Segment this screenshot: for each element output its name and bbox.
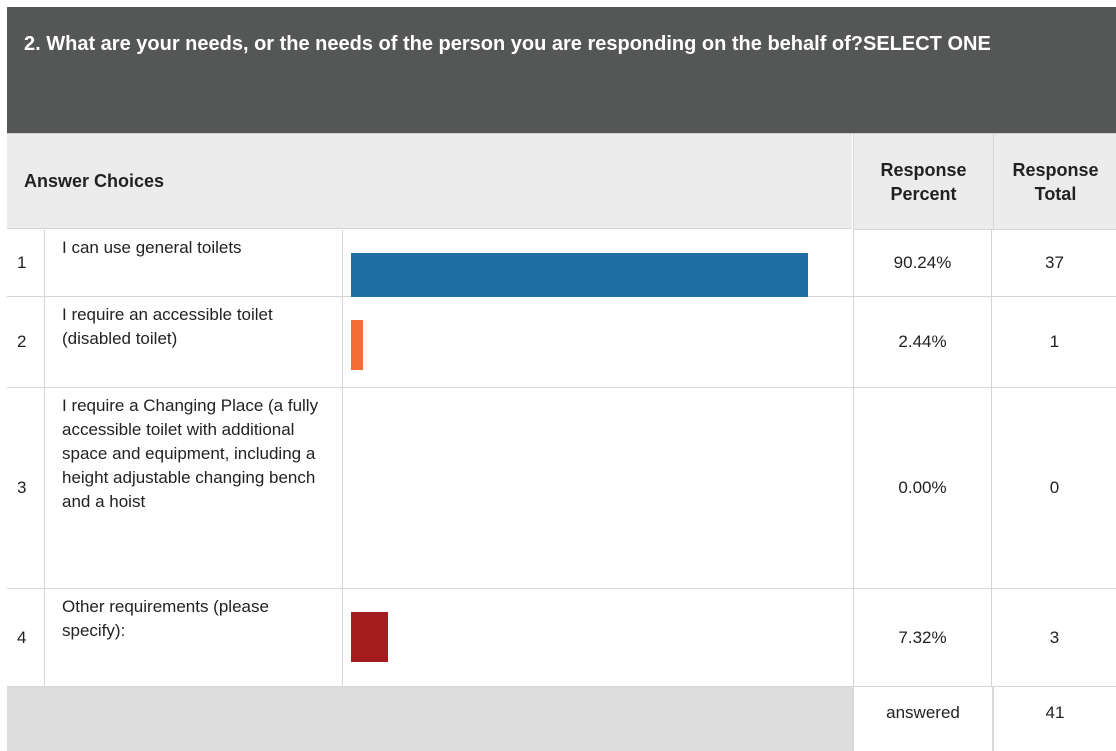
response-percent: 2.44% [853,297,992,387]
table-row: 4 Other requirements (please specify): 7… [7,589,1116,687]
question-header: 2. What are your needs, or the needs of … [7,7,1116,134]
answered-label: answered [853,687,992,751]
survey-question-card: 2. What are your needs, or the needs of … [7,7,1116,751]
answer-label: I require an accessible toilet (disabled… [46,297,343,387]
response-percent: 90.24% [853,230,992,296]
answer-label: Other requirements (please specify): [46,589,343,686]
row-number: 1 [7,230,45,296]
response-percent: 7.32% [853,589,992,686]
column-header-response-percent: Response Percent [853,134,993,230]
response-bar [351,253,808,303]
row-number: 3 [7,388,45,588]
bar-cell [344,589,852,686]
bar-cell [344,297,852,387]
bar-cell [344,388,852,588]
table-row: 2 I require an accessible toilet (disabl… [7,297,1116,388]
row-number: 4 [7,589,45,686]
response-bar [351,612,389,662]
response-total: 37 [1045,253,1064,272]
bar-cell [344,230,852,303]
response-bar [351,320,364,370]
answer-label: I can use general toilets [46,230,343,296]
column-header-answer-choices: Answer Choices [7,134,852,229]
response-total: 0 [1049,478,1060,497]
answered-footer: answered 41 [7,687,1116,751]
column-header-response-total: Response Total [993,134,1116,230]
response-total: 1 [1049,332,1060,351]
answer-label: I require a Changing Place (a fully acce… [46,388,343,588]
table-row: 1 I can use general toilets 90.24% 37 [7,230,1116,303]
answered-total: 41 [993,687,1116,751]
response-total: 3 [1049,627,1060,647]
question-title: 2. What are your needs, or the needs of … [24,33,991,55]
table-row: 3 I require a Changing Place (a fully ac… [7,388,1116,589]
row-number: 2 [7,297,45,387]
response-percent: 0.00% [853,388,992,588]
